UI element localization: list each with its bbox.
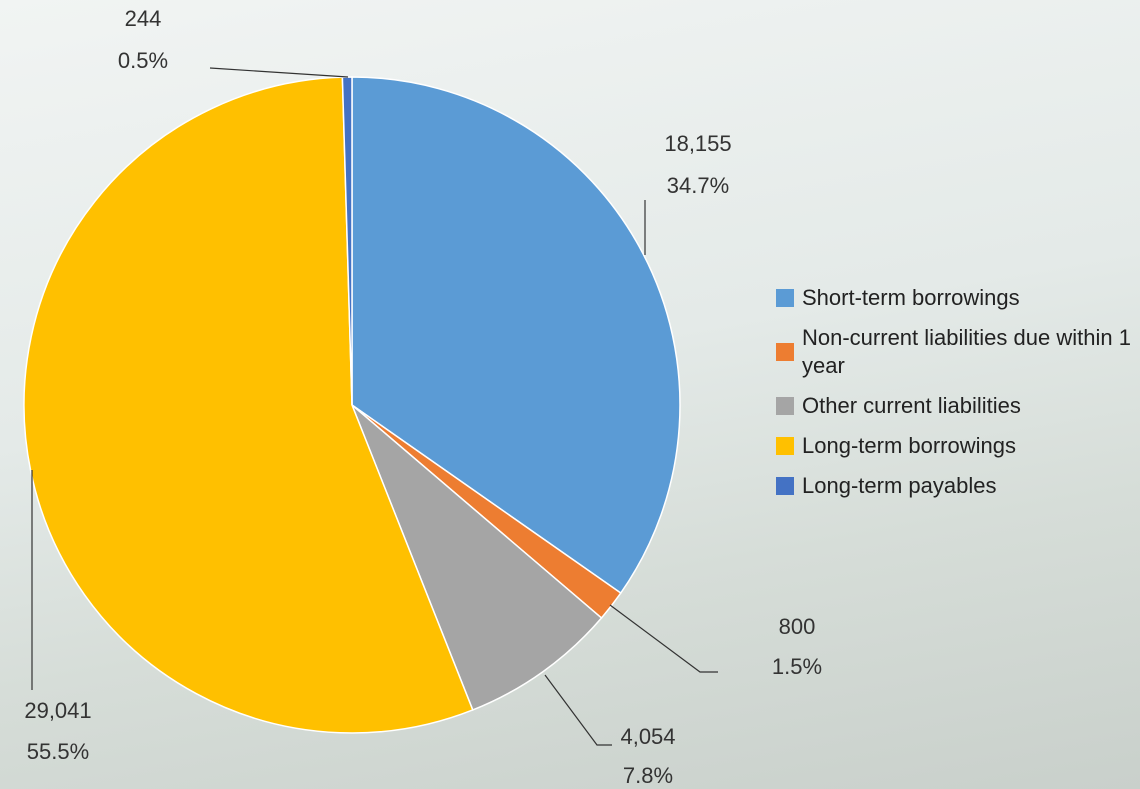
legend-label: Short-term borrowings <box>802 285 1020 310</box>
leader-line <box>609 604 718 673</box>
legend-label: Other current liabilities <box>802 393 1021 418</box>
legend-swatch <box>776 477 794 495</box>
legend-item: Non-current liabilities due within 1 yea… <box>776 324 1136 380</box>
percent-label: 34.7% <box>667 173 729 198</box>
legend-label: Long-term payables <box>802 473 997 498</box>
value-label: 244 <box>125 6 162 31</box>
value-label: 18,155 <box>664 131 731 156</box>
legend-item: Other current liabilities <box>776 392 1136 420</box>
legend-swatch <box>776 289 794 307</box>
pie-slice <box>351 404 603 711</box>
leader-line <box>544 674 612 746</box>
pie-slice <box>23 76 474 734</box>
legend-item: Short-term borrowings <box>776 284 1136 312</box>
pie-slice <box>351 76 681 595</box>
percent-label: 1.5% <box>772 654 822 679</box>
legend-swatch <box>776 343 794 361</box>
legend-label: Long-term borrowings <box>802 433 1016 458</box>
legend-label: Non-current liabilities due within 1 yea… <box>802 325 1131 378</box>
legend: Short-term borrowings Non-current liabili… <box>776 284 1136 512</box>
leader-line <box>209 67 349 78</box>
legend-swatch <box>776 397 794 415</box>
legend-item: Long-term borrowings <box>776 432 1136 460</box>
value-label: 4,054 <box>620 724 675 749</box>
legend-item: Long-term payables <box>776 472 1136 500</box>
value-label: 800 <box>779 614 816 639</box>
legend-swatch <box>776 437 794 455</box>
value-label: 29,041 <box>24 698 91 723</box>
percent-label: 0.5% <box>118 48 168 73</box>
percent-label: 7.8% <box>623 763 673 788</box>
percent-label: 55.5% <box>27 739 89 764</box>
